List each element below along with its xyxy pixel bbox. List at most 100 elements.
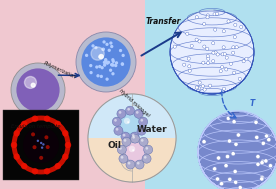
- Circle shape: [141, 139, 144, 142]
- Circle shape: [81, 37, 131, 87]
- Circle shape: [121, 105, 143, 127]
- Circle shape: [122, 137, 131, 146]
- Circle shape: [109, 69, 112, 72]
- Circle shape: [207, 57, 210, 60]
- Circle shape: [216, 12, 219, 15]
- Circle shape: [110, 63, 113, 66]
- Wedge shape: [88, 138, 176, 182]
- Circle shape: [126, 160, 135, 169]
- Circle shape: [268, 164, 272, 168]
- Circle shape: [65, 142, 71, 148]
- Circle shape: [206, 14, 209, 17]
- Circle shape: [121, 149, 143, 171]
- FancyArrowPatch shape: [58, 74, 79, 77]
- Circle shape: [31, 83, 35, 87]
- Circle shape: [221, 66, 224, 69]
- Circle shape: [126, 106, 134, 115]
- Circle shape: [222, 30, 225, 33]
- Circle shape: [255, 135, 259, 139]
- Text: T: T: [250, 98, 255, 108]
- Circle shape: [206, 61, 210, 65]
- Circle shape: [119, 147, 122, 150]
- Circle shape: [121, 54, 125, 57]
- Circle shape: [105, 61, 108, 64]
- Circle shape: [232, 51, 235, 54]
- Circle shape: [188, 69, 191, 72]
- Circle shape: [216, 53, 219, 56]
- Circle shape: [234, 180, 238, 184]
- Text: Polymerization: Polymerization: [43, 60, 77, 80]
- Circle shape: [261, 159, 265, 163]
- Circle shape: [137, 162, 140, 165]
- Circle shape: [225, 56, 228, 59]
- Circle shape: [85, 54, 88, 57]
- Circle shape: [202, 61, 205, 64]
- Circle shape: [256, 162, 260, 166]
- Circle shape: [76, 32, 136, 92]
- Circle shape: [135, 160, 144, 169]
- Circle shape: [232, 46, 235, 49]
- Text: Emulsion template: Emulsion template: [11, 124, 61, 129]
- Circle shape: [16, 68, 60, 112]
- Circle shape: [111, 72, 115, 75]
- Circle shape: [187, 57, 190, 60]
- Circle shape: [62, 153, 68, 160]
- Circle shape: [203, 45, 206, 48]
- Circle shape: [260, 175, 264, 180]
- Circle shape: [89, 64, 92, 67]
- Circle shape: [40, 142, 43, 144]
- Circle shape: [229, 62, 233, 65]
- Circle shape: [112, 60, 115, 63]
- Circle shape: [209, 84, 212, 87]
- Circle shape: [62, 130, 68, 136]
- Circle shape: [139, 117, 148, 126]
- Polygon shape: [0, 0, 145, 189]
- Circle shape: [202, 140, 206, 144]
- Circle shape: [254, 120, 258, 124]
- Circle shape: [145, 147, 148, 150]
- Circle shape: [105, 77, 109, 81]
- Circle shape: [124, 118, 130, 124]
- Circle shape: [55, 163, 61, 169]
- Circle shape: [140, 119, 143, 122]
- Circle shape: [91, 44, 95, 47]
- Circle shape: [233, 170, 237, 174]
- Circle shape: [123, 134, 125, 137]
- Circle shape: [114, 64, 117, 67]
- Circle shape: [132, 134, 135, 137]
- Circle shape: [214, 51, 217, 54]
- Circle shape: [231, 152, 235, 156]
- Circle shape: [109, 41, 113, 45]
- Circle shape: [31, 132, 35, 136]
- Circle shape: [44, 135, 48, 139]
- Circle shape: [136, 111, 139, 114]
- Circle shape: [238, 77, 242, 80]
- Circle shape: [195, 38, 198, 41]
- Circle shape: [99, 54, 103, 59]
- Circle shape: [203, 88, 206, 91]
- Circle shape: [170, 10, 254, 94]
- Circle shape: [203, 22, 206, 26]
- Circle shape: [213, 12, 216, 16]
- Circle shape: [206, 55, 209, 58]
- Circle shape: [195, 86, 198, 89]
- Circle shape: [173, 45, 176, 48]
- Circle shape: [103, 61, 106, 64]
- Text: Transfer: Transfer: [145, 18, 181, 26]
- Circle shape: [120, 114, 140, 134]
- Circle shape: [144, 156, 147, 159]
- Circle shape: [228, 177, 232, 181]
- Circle shape: [94, 46, 98, 49]
- Circle shape: [225, 68, 228, 71]
- Circle shape: [106, 62, 109, 65]
- Circle shape: [201, 84, 204, 88]
- Circle shape: [186, 32, 189, 35]
- Circle shape: [101, 48, 105, 51]
- Circle shape: [139, 137, 148, 146]
- Circle shape: [233, 36, 236, 39]
- Text: Hybrid microgel: Hybrid microgel: [118, 88, 150, 118]
- Circle shape: [245, 57, 248, 60]
- Circle shape: [234, 23, 237, 26]
- Circle shape: [89, 71, 93, 74]
- Circle shape: [198, 112, 276, 189]
